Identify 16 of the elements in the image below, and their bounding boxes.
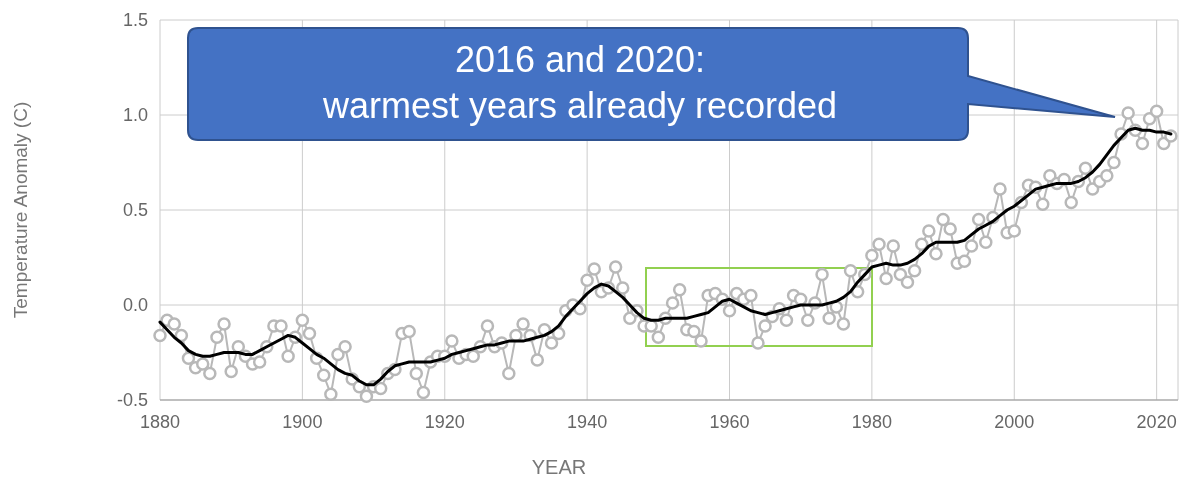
x-tick-label: 1940 bbox=[567, 412, 608, 432]
y-tick-label: 0.0 bbox=[122, 295, 148, 316]
x-tick-label: 1920 bbox=[424, 412, 465, 432]
y-axis-title: Temperature Anomaly (C) bbox=[10, 101, 31, 319]
y-tick-label: -0.5 bbox=[116, 390, 148, 411]
annotation: 2016 and 2020: warmest years already recorded bbox=[321, 39, 838, 126]
x-tick-label: 1980 bbox=[851, 412, 892, 432]
y-tick-label: 0.5 bbox=[122, 200, 148, 221]
y-tick-label: 1.5 bbox=[122, 10, 148, 31]
x-tick-label: 2020 bbox=[1136, 412, 1177, 432]
x-axis-title: YEAR bbox=[531, 456, 587, 478]
x-tick-label: 2000 bbox=[994, 412, 1035, 432]
x-tick-label: 1900 bbox=[282, 412, 323, 432]
x-tick-label: 1960 bbox=[709, 412, 750, 432]
y-tick-label: 1.0 bbox=[122, 105, 148, 126]
x-tick-label: 1880 bbox=[139, 412, 181, 432]
